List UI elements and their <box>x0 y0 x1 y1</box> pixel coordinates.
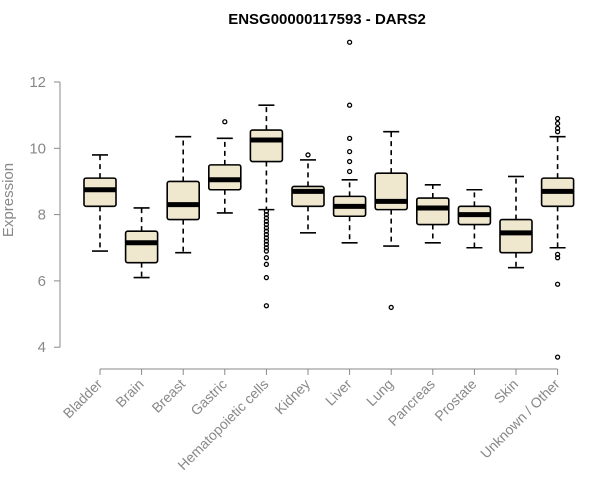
box-unknown-other <box>540 115 575 360</box>
iqr-box <box>499 218 533 254</box>
outlier-point <box>263 248 270 254</box>
outlier-point <box>263 235 270 241</box>
outlier-point <box>554 251 561 258</box>
outlier-point <box>346 102 353 108</box>
outlier-point <box>263 211 270 218</box>
iqr-box <box>415 197 450 226</box>
x-tick-label: Breast <box>148 376 188 416</box>
box-lung <box>374 130 409 311</box>
outlier-point <box>263 221 270 228</box>
outlier-point <box>263 261 270 267</box>
box-pancreas <box>415 183 450 244</box>
outlier-point <box>263 215 270 221</box>
outlier-point <box>263 245 270 251</box>
outlier-point <box>263 241 270 248</box>
iqr-box <box>166 180 200 221</box>
outlier-point <box>554 115 561 122</box>
y-tick-label: 6 <box>38 273 46 290</box>
outlier-point <box>263 228 270 234</box>
outlier-point <box>263 208 270 214</box>
outlier-point <box>554 354 561 360</box>
outlier-point <box>263 218 270 224</box>
x-tick-label: Unknown / Other <box>477 376 563 462</box>
outlier-point <box>554 281 561 287</box>
outlier-point <box>263 303 270 309</box>
box-bladder <box>83 154 117 252</box>
iqr-box <box>249 129 284 163</box>
x-tick-label: Brain <box>112 376 146 410</box>
outlier-point <box>346 39 353 45</box>
box-kidney <box>291 152 325 234</box>
outlier-point <box>554 129 561 135</box>
y-tick-label: 4 <box>38 339 46 356</box>
outlier-point <box>554 120 561 127</box>
x-tick-label: Bladder <box>60 376 106 422</box>
iqr-box <box>124 230 159 264</box>
box-prostate <box>457 188 492 249</box>
x-tick-label: Skin <box>491 376 522 407</box>
box-breast <box>166 135 200 254</box>
outlier-point <box>263 225 270 231</box>
outlier-point <box>263 274 270 281</box>
iqr-box <box>374 172 409 211</box>
y-tick-label: 10 <box>29 140 46 157</box>
outlier-point <box>263 231 270 238</box>
outlier-point <box>305 152 311 158</box>
outlier-point <box>388 304 394 311</box>
y-axis-label: Expression <box>0 163 17 237</box>
x-tick-label: Prostate <box>431 376 479 424</box>
y-tick-label: 12 <box>29 74 46 91</box>
x-tick-label: Lung <box>363 376 396 409</box>
box-skin <box>499 175 533 269</box>
outlier-point <box>263 255 270 261</box>
outlier-point <box>222 119 228 125</box>
outlier-point <box>346 158 353 165</box>
y-axis: 4 6 8 10 12 <box>29 74 61 356</box>
chart-title: ENSG00000117593 - DARS2 <box>228 11 426 28</box>
outlier-point <box>346 135 353 142</box>
box-liver <box>332 39 367 244</box>
box-gastric <box>208 119 242 214</box>
outlier-point <box>263 238 270 244</box>
box-hematopoietic-cells <box>249 104 284 309</box>
x-tick-label: Liver <box>322 376 355 409</box>
outlier-point <box>554 255 561 261</box>
outlier-point <box>554 125 561 132</box>
box-brain <box>124 207 159 279</box>
outlier-point <box>346 148 353 155</box>
y-tick-label: 8 <box>38 207 46 224</box>
x-tick-label: Kidney <box>272 376 314 418</box>
box-series <box>83 39 575 360</box>
outlier-point <box>346 168 353 175</box>
